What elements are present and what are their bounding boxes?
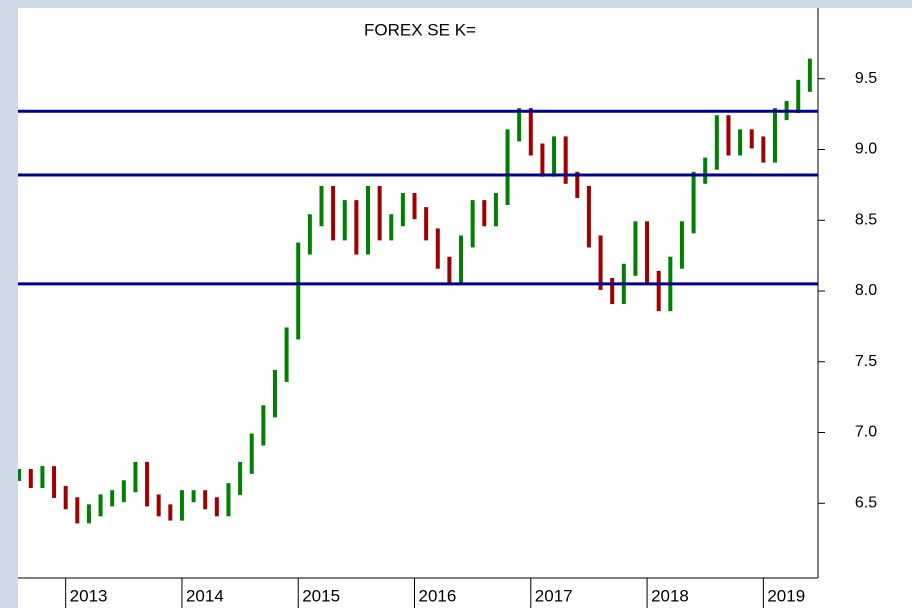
x-tick-label: 2019: [767, 586, 805, 605]
price-bar: [517, 108, 522, 142]
price-bar: [284, 327, 289, 382]
y-tick-label: 7.0: [855, 424, 877, 441]
price-bar: [354, 200, 359, 255]
y-tick-label: 7.5: [855, 353, 877, 370]
price-bar: [52, 466, 57, 498]
price-bar: [552, 136, 557, 177]
x-tick-label: 2017: [535, 586, 573, 605]
price-bar: [749, 129, 754, 149]
price-bar: [40, 466, 45, 489]
price-bar: [772, 108, 777, 163]
price-bar: [156, 494, 161, 517]
price-bar: [133, 461, 138, 493]
price-bar: [796, 79, 801, 114]
price-bar: [435, 228, 440, 269]
price-bar: [586, 185, 591, 248]
price-bar: [540, 143, 545, 177]
price-bar: [726, 115, 731, 156]
price-bar: [656, 270, 661, 312]
price-bar: [598, 235, 603, 290]
price-bar: [447, 256, 452, 283]
plot-background: [18, 8, 912, 608]
x-tick-label: 2013: [70, 586, 108, 605]
x-tick-label: 2016: [419, 586, 457, 605]
price-bar: [389, 214, 394, 241]
price-bar: [249, 433, 254, 474]
price-bar: [738, 129, 743, 156]
price-bar: [110, 490, 115, 507]
x-tick-label: 2015: [302, 586, 340, 605]
price-bar: [459, 235, 464, 283]
price-bar: [63, 485, 68, 510]
price-bar: [121, 480, 126, 503]
price-bar: [563, 136, 568, 184]
y-tick-label: 8.0: [855, 282, 877, 299]
price-bar: [331, 185, 336, 241]
price-bar: [505, 129, 510, 206]
price-bar: [679, 221, 684, 269]
price-bar: [261, 405, 266, 446]
price-bar: [761, 136, 766, 163]
price-bar: [703, 157, 708, 184]
price-bar: [319, 185, 324, 227]
price-bar: [366, 185, 370, 255]
x-axis-labels: 2013 2014 2015 2016 2017 2018 2019: [65, 578, 805, 608]
price-bar: [714, 115, 719, 170]
price-bar: [575, 171, 580, 198]
price-bar: [807, 58, 812, 92]
price-bar: [214, 497, 219, 517]
price-bar: [179, 490, 184, 521]
price-bar: [412, 193, 417, 220]
chart-title: FOREX SE K=: [364, 20, 476, 39]
price-bar: [482, 200, 487, 227]
price-bar: [238, 461, 243, 496]
plot: [18, 58, 818, 524]
price-bar: [86, 504, 91, 524]
price-bar: [98, 494, 103, 517]
y-tick-label: 9.5: [855, 70, 877, 87]
y-tick-label: 6.5: [855, 494, 877, 511]
price-bar: [226, 483, 231, 517]
x-tick-label: 2014: [186, 586, 224, 605]
price-bar: [400, 193, 405, 227]
price-bar: [691, 171, 696, 234]
price-bar: [342, 200, 347, 241]
price-bar: [191, 490, 196, 503]
price-bar: [424, 207, 429, 241]
price-bar: [307, 214, 312, 255]
price-bar: [18, 468, 22, 481]
y-tick-label: 9.0: [855, 141, 877, 158]
price-bar: [470, 200, 475, 248]
x-tick-label: 2018: [651, 586, 689, 605]
price-bar: [28, 468, 33, 489]
price-bar: [75, 497, 80, 524]
y-tick-label: 8.5: [855, 211, 877, 228]
price-bar: [528, 108, 533, 156]
price-bar: [203, 490, 208, 510]
price-bar: [610, 277, 615, 305]
price-bar: [296, 242, 301, 340]
price-bar: [168, 504, 173, 521]
price-bar: [272, 369, 277, 418]
price-bar: [493, 193, 498, 227]
price-bar: [377, 185, 382, 241]
price-bar: [645, 221, 650, 283]
price-bar: [633, 221, 638, 276]
price-bar: [145, 461, 150, 507]
